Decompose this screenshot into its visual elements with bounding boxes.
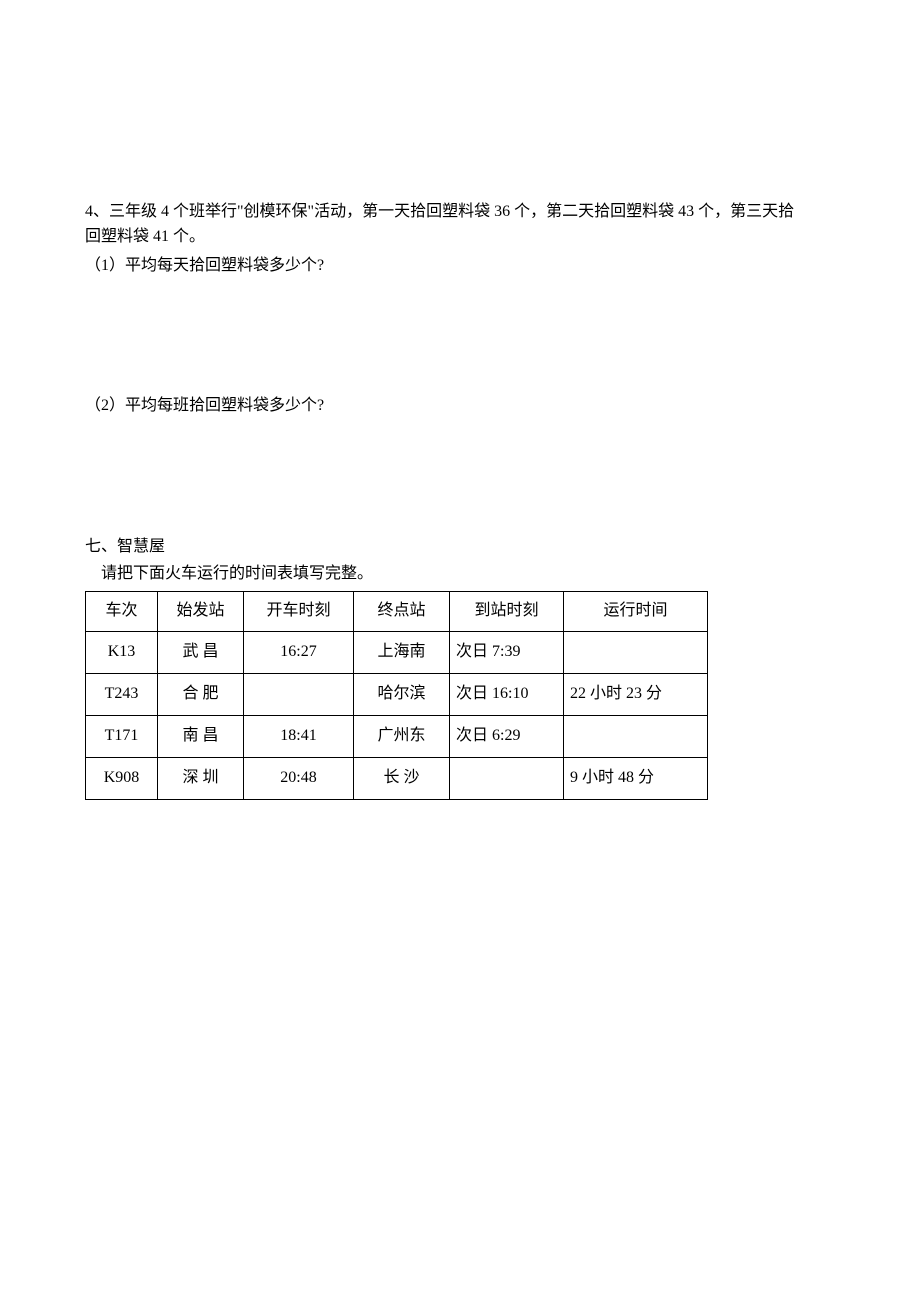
cell-duration	[564, 631, 708, 673]
section-7-title: 七、智慧屋	[85, 535, 840, 560]
header-destination: 终点站	[354, 591, 450, 631]
header-arrive-time: 到站时刻	[450, 591, 564, 631]
cell-depart-time: 20:48	[244, 757, 354, 799]
cell-depart-time	[244, 673, 354, 715]
question-4: 4、三年级 4 个班举行"创模环保"活动，第一天拾回塑料袋 36 个，第二天拾回…	[85, 200, 840, 250]
header-depart-time: 开车时刻	[244, 591, 354, 631]
table-row: T243 合 肥 哈尔滨 次日 16:10 22 小时 23 分	[86, 673, 708, 715]
document-body: 4、三年级 4 个班举行"创模环保"活动，第一天拾回塑料袋 36 个，第二天拾回…	[0, 0, 920, 800]
table-row: K13 武 昌 16:27 上海南 次日 7:39	[86, 631, 708, 673]
header-duration: 运行时间	[564, 591, 708, 631]
cell-train-number: T171	[86, 715, 158, 757]
cell-arrive-time: 次日 6:29	[450, 715, 564, 757]
table-row: K908 深 圳 20:48 长 沙 9 小时 48 分	[86, 757, 708, 799]
table-row: T171 南 昌 18:41 广州东 次日 6:29	[86, 715, 708, 757]
table-instruction: 请把下面火车运行的时间表填写完整。	[85, 562, 840, 587]
cell-origin: 南 昌	[158, 715, 244, 757]
cell-duration	[564, 715, 708, 757]
cell-destination: 广州东	[354, 715, 450, 757]
cell-train-number: T243	[86, 673, 158, 715]
cell-arrive-time: 次日 7:39	[450, 631, 564, 673]
cell-destination: 上海南	[354, 631, 450, 673]
cell-arrive-time: 次日 16:10	[450, 673, 564, 715]
cell-duration: 9 小时 48 分	[564, 757, 708, 799]
cell-duration: 22 小时 23 分	[564, 673, 708, 715]
cell-origin: 武 昌	[158, 631, 244, 673]
header-train-number: 车次	[86, 591, 158, 631]
train-schedule-table: 车次 始发站 开车时刻 终点站 到站时刻 运行时间 K13 武 昌 16:27 …	[85, 591, 708, 800]
table-header-row: 车次 始发站 开车时刻 终点站 到站时刻 运行时间	[86, 591, 708, 631]
cell-train-number: K908	[86, 757, 158, 799]
cell-depart-time: 18:41	[244, 715, 354, 757]
cell-origin: 合 肥	[158, 673, 244, 715]
cell-train-number: K13	[86, 631, 158, 673]
question-4-text-line1: 4、三年级 4 个班举行"创模环保"活动，第一天拾回塑料袋 36 个，第二天拾回…	[85, 200, 840, 225]
cell-arrive-time	[450, 757, 564, 799]
cell-origin: 深 圳	[158, 757, 244, 799]
cell-depart-time: 16:27	[244, 631, 354, 673]
cell-destination: 长 沙	[354, 757, 450, 799]
question-4-text-line2: 回塑料袋 41 个。	[85, 225, 840, 250]
question-4-sub2: （2）平均每班拾回塑料袋多少个?	[85, 394, 840, 419]
cell-destination: 哈尔滨	[354, 673, 450, 715]
header-origin: 始发站	[158, 591, 244, 631]
question-4-sub1: （1）平均每天拾回塑料袋多少个?	[85, 254, 840, 279]
